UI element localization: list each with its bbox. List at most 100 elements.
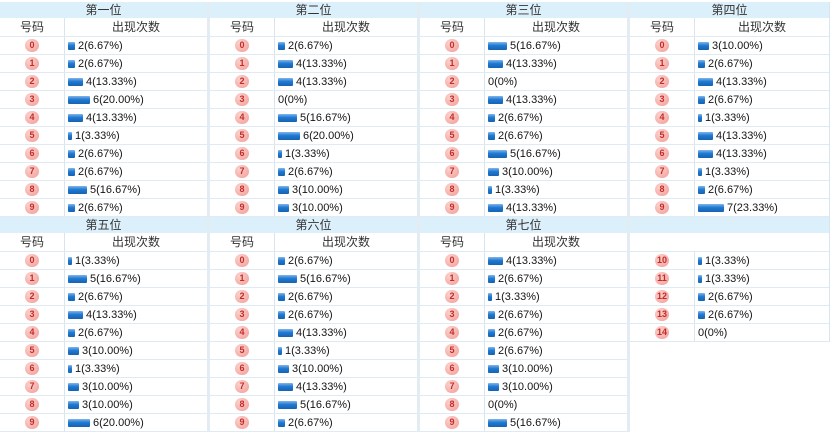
count-cell: 2(6.67%) — [65, 37, 207, 54]
count-cell: 3(10.00%) — [65, 378, 207, 395]
table-row: 6 1(3.33%) — [210, 145, 417, 163]
number-cell: 8 — [420, 181, 485, 198]
count-label: 3(10.00%) — [82, 380, 133, 393]
number-badge: 8 — [445, 183, 459, 196]
count-label: 2(6.67%) — [498, 344, 543, 357]
count-cell: 5(16.67%) — [485, 414, 627, 431]
table-row: 7 3(10.00%) — [420, 378, 627, 396]
table-row: 5 2(6.67%) — [420, 342, 627, 360]
number-badge: 11 — [655, 272, 669, 285]
count-bar — [698, 274, 702, 283]
number-cell: 9 — [210, 199, 275, 216]
number-badge: 9 — [235, 416, 249, 429]
count-cell: 4(13.33%) — [65, 109, 207, 126]
number-cell: 14 — [630, 324, 695, 341]
number-badge: 4 — [235, 111, 249, 124]
number-badge: 1 — [235, 57, 249, 70]
count-bar — [488, 203, 503, 212]
number-cell: 0 — [0, 252, 65, 269]
table-row: 6 5(16.67%) — [420, 145, 627, 163]
count-cell: 6(20.00%) — [65, 91, 207, 108]
number-cell: 3 — [210, 306, 275, 323]
count-cell: 4(13.33%) — [275, 378, 417, 395]
count-cell: 2(6.67%) — [485, 109, 627, 126]
table-row: 4 2(6.67%) — [420, 109, 627, 127]
count-bar — [278, 382, 293, 391]
count-bar — [698, 41, 709, 50]
count-label: 2(6.67%) — [78, 147, 123, 160]
table-header-empty — [630, 233, 829, 252]
count-cell: 2(6.67%) — [275, 414, 417, 431]
count-bar — [698, 131, 713, 140]
table-title-empty — [630, 217, 829, 233]
count-cell: 1(3.33%) — [695, 270, 829, 287]
count-bar — [488, 113, 495, 122]
column-header-count: 出现次数 — [531, 235, 580, 249]
number-badge: 1 — [445, 57, 459, 70]
number-cell: 3 — [420, 306, 485, 323]
count-bar — [698, 77, 713, 86]
count-label: 2(6.67%) — [288, 165, 333, 178]
count-bar — [698, 256, 702, 265]
count-bar — [278, 400, 297, 409]
column-header-number: 号码 — [630, 18, 695, 36]
count-bar — [278, 346, 282, 355]
count-bar — [68, 400, 79, 409]
number-cell: 2 — [0, 288, 65, 305]
table-rows: 0 3(10.00%) 1 2(6.67%) 2 4(13.33%) 3 2(6.67%) 4 1… — [630, 37, 829, 217]
count-cell: 2(6.67%) — [695, 288, 829, 305]
column-header-count: 出现次数 — [111, 20, 160, 34]
count-label: 2(6.67%) — [288, 416, 333, 429]
count-cell: 4(13.33%) — [65, 306, 207, 323]
number-badge: 0 — [655, 39, 669, 52]
count-cell: 5(16.67%) — [485, 37, 627, 54]
number-cell: 2 — [0, 73, 65, 90]
count-label: 2(6.67%) — [288, 39, 333, 52]
count-cell: 4(13.33%) — [695, 145, 829, 162]
count-label: 4(13.33%) — [86, 308, 137, 321]
count-bar — [278, 185, 289, 194]
count-bar — [278, 364, 289, 373]
number-badge: 6 — [235, 147, 249, 160]
table-row: 13 2(6.67%) — [630, 306, 829, 324]
count-label: 5(16.67%) — [510, 416, 561, 429]
table-row: 2 2(6.67%) — [210, 288, 417, 306]
column-header-count: 出现次数 — [321, 235, 370, 249]
count-label: 4(13.33%) — [296, 57, 347, 70]
table-row: 6 2(6.67%) — [0, 145, 207, 163]
number-badge: 8 — [655, 183, 669, 196]
number-badge: 13 — [655, 308, 669, 321]
table-position-3: 第三位 号码 出现次数 0 5(16.67%) 1 4(13.33%) 2 0(0%) 3 4… — [420, 2, 630, 217]
table-row: 7 3(10.00%) — [0, 378, 207, 396]
count-bar — [488, 59, 503, 68]
table-row: 8 3(10.00%) — [210, 181, 417, 199]
count-cell: 4(13.33%) — [275, 55, 417, 72]
table-position-7: 第七位 号码 出现次数 0 4(13.33%) 1 2(6.67%) 2 1(3.33%)… — [420, 217, 630, 432]
count-bar — [278, 41, 285, 50]
number-badge: 5 — [445, 129, 459, 142]
table-row: 10 1(3.33%) — [630, 252, 829, 270]
table-row: 5 2(6.67%) — [420, 127, 627, 145]
top-section: 第一位 号码 出现次数 0 2(6.67%) 1 2(6.67%) 2 4(13.33%)… — [0, 2, 840, 217]
table-row: 6 3(10.00%) — [420, 360, 627, 378]
count-cell: 6(20.00%) — [275, 127, 417, 144]
count-bar — [68, 292, 75, 301]
number-cell: 9 — [0, 414, 65, 431]
count-bar — [278, 292, 285, 301]
table-row: 5 6(20.00%) — [210, 127, 417, 145]
count-cell: 1(3.33%) — [275, 342, 417, 359]
table-row: 3 0(0%) — [210, 91, 417, 109]
count-cell: 2(6.67%) — [695, 55, 829, 72]
table-header: 号码 出现次数 — [420, 233, 627, 252]
number-badge: 5 — [25, 344, 39, 357]
number-cell: 0 — [420, 37, 485, 54]
count-cell: 5(16.67%) — [275, 109, 417, 126]
table-row: 4 2(6.67%) — [0, 324, 207, 342]
number-badge: 1 — [235, 272, 249, 285]
count-label: 3(10.00%) — [292, 362, 343, 375]
count-label: 2(6.67%) — [288, 290, 333, 303]
count-bar — [68, 203, 75, 212]
number-cell: 6 — [0, 360, 65, 377]
number-badge: 4 — [25, 111, 39, 124]
number-badge: 2 — [655, 75, 669, 88]
